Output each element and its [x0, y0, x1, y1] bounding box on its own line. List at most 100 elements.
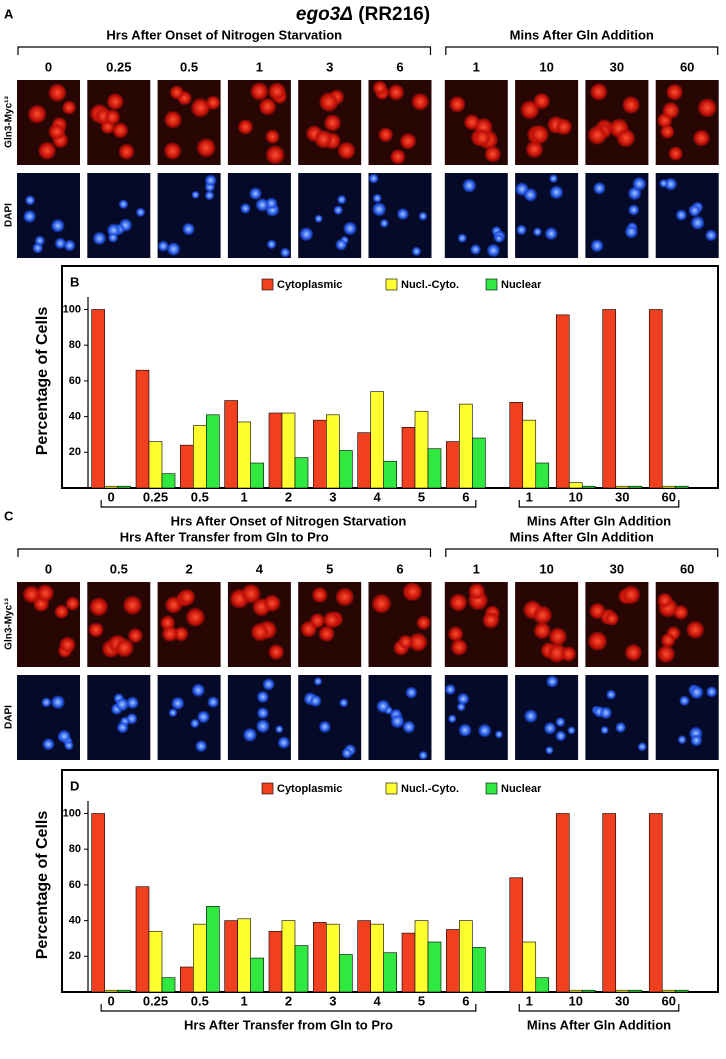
bracket	[17, 548, 432, 557]
time-label: 0	[45, 59, 52, 74]
bar	[661, 485, 676, 489]
cell	[529, 125, 549, 145]
cell	[398, 634, 413, 650]
cell	[54, 237, 67, 250]
x-tick-label: 30	[615, 993, 629, 1008]
cell	[38, 141, 57, 160]
bar	[206, 906, 220, 993]
x-tick-label: 10	[569, 489, 583, 504]
bracket	[445, 548, 719, 557]
cell	[32, 242, 44, 254]
cell	[204, 174, 217, 187]
cell	[593, 182, 606, 195]
cell	[92, 231, 107, 246]
x-tick-label: 3	[329, 489, 336, 504]
cell	[402, 720, 416, 734]
time-label: 1	[473, 561, 480, 576]
bracket	[100, 1004, 477, 1012]
cell	[299, 227, 314, 242]
bar	[326, 414, 340, 489]
cell	[268, 644, 285, 660]
x-tick-label: 30	[615, 489, 629, 504]
bar	[459, 920, 473, 993]
bar	[224, 920, 238, 993]
bar	[427, 941, 442, 993]
bar	[357, 432, 371, 489]
x-tick-label: 0.25	[143, 993, 168, 1008]
cell	[118, 199, 129, 209]
x-tick-label: 2	[285, 993, 292, 1008]
x-tick-label: 0	[108, 489, 115, 504]
cell	[265, 129, 280, 144]
group-label: Mins After Gln Addition	[510, 27, 654, 42]
cell	[341, 747, 353, 759]
cell	[664, 177, 678, 191]
bracket	[518, 500, 680, 508]
bar	[193, 425, 207, 489]
cell	[323, 114, 342, 132]
cell	[396, 208, 409, 221]
bar	[161, 977, 176, 993]
cell	[546, 675, 559, 688]
row-label: Gln3-Myc¹³	[4, 95, 15, 147]
cell	[106, 93, 124, 111]
cell	[337, 141, 356, 160]
cell	[544, 227, 558, 241]
time-label: 1	[473, 59, 480, 74]
cell	[660, 633, 676, 648]
legend-label: Nucl.-Cyto.	[401, 279, 459, 291]
bar	[472, 947, 486, 993]
micrograph	[157, 675, 221, 760]
cell	[249, 187, 262, 200]
row-label: DAPI	[4, 705, 15, 729]
x-tick-label: 10	[569, 993, 583, 1008]
bar	[401, 427, 416, 489]
cell	[405, 686, 418, 699]
bar	[281, 412, 296, 489]
cell	[196, 138, 216, 158]
cell	[379, 218, 389, 228]
cell	[335, 238, 348, 251]
cell	[333, 205, 343, 215]
bar	[535, 462, 550, 489]
time-label: 10	[539, 59, 553, 74]
cell	[615, 722, 626, 733]
bar	[383, 952, 397, 993]
bar	[161, 473, 176, 489]
cell	[482, 611, 500, 629]
bar	[472, 437, 486, 489]
legend-swatch	[385, 782, 398, 795]
cell	[54, 604, 69, 619]
cell	[468, 582, 486, 600]
cell	[250, 82, 269, 101]
cell	[390, 149, 406, 165]
cell	[533, 622, 551, 640]
cell	[265, 197, 278, 210]
legend-label: Cytoplasmic	[277, 783, 342, 795]
cell	[372, 193, 382, 203]
cell	[677, 735, 687, 745]
cell	[256, 690, 269, 704]
cell	[166, 242, 181, 256]
cell	[65, 596, 80, 611]
cell	[624, 643, 643, 662]
cell	[48, 83, 67, 102]
cell	[632, 177, 647, 191]
x-tick-label: 0.25	[143, 489, 168, 504]
cell	[118, 143, 135, 160]
bar	[180, 444, 194, 489]
cell	[255, 198, 269, 212]
time-label: 0	[45, 561, 52, 576]
cell	[411, 246, 422, 257]
bracket	[100, 500, 477, 508]
x-tick-label: 1	[241, 993, 248, 1008]
bar	[648, 309, 663, 489]
bar	[148, 441, 163, 489]
x-tick-label: 60	[662, 993, 676, 1008]
micrograph	[298, 173, 362, 258]
cell	[163, 142, 182, 160]
bar	[555, 314, 570, 489]
x-tick-label: 6	[462, 489, 469, 504]
cell	[258, 98, 277, 116]
cell	[240, 203, 251, 214]
